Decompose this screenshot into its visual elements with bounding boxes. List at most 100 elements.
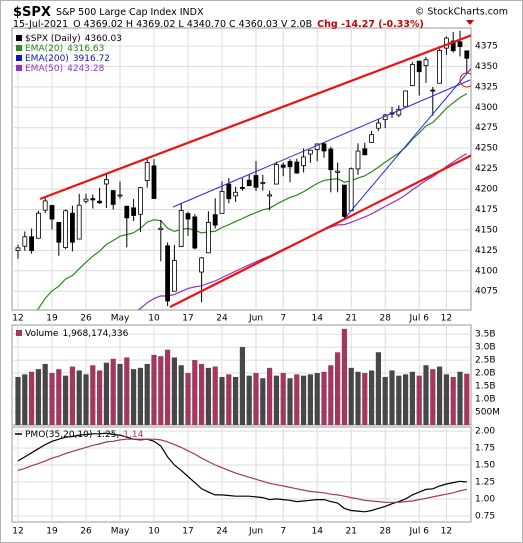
legend-name: PMO(35,20,10)	[25, 430, 92, 440]
volume-bar	[192, 360, 198, 425]
x-tick-label: 21	[345, 527, 356, 537]
volume-bar	[348, 367, 354, 425]
volume-bar	[355, 371, 361, 425]
legend-entry: EMA(50) 4243.28	[25, 64, 105, 74]
candle-body	[396, 108, 402, 116]
volume-bar	[29, 371, 35, 425]
volume-bar	[403, 374, 409, 425]
candle-body	[104, 179, 109, 185]
legend-value: 1.25,	[96, 430, 119, 440]
candle-body	[423, 59, 429, 66]
volume-bar	[341, 328, 347, 425]
legend-value: 4316.63	[67, 44, 104, 54]
legend-value: 3916.72	[73, 54, 110, 64]
candle-body	[375, 122, 381, 129]
candle-body	[63, 210, 68, 248]
y-tick-label: 3.5B	[475, 330, 496, 340]
x-tick-label: May	[111, 314, 130, 324]
volume-bar	[56, 369, 62, 425]
volume-bar	[90, 365, 96, 425]
legend-value: 4360.03	[85, 34, 122, 44]
volume-bar	[382, 376, 388, 425]
x-tick-label: 21	[345, 314, 356, 324]
volume-bar	[185, 373, 191, 425]
y-tick-label: 4225	[475, 164, 498, 174]
volume-bar	[15, 376, 21, 425]
ema-line	[137, 153, 468, 310]
candle-body	[56, 221, 62, 243]
candle-body	[464, 50, 470, 59]
y-tick-label: 4325	[475, 82, 498, 92]
legend-swatch	[16, 65, 22, 71]
x-tick-label: 10	[148, 314, 160, 324]
x-tick-label: 7	[280, 314, 286, 324]
candle-body	[124, 205, 130, 219]
volume-bar	[321, 371, 327, 425]
volume-bar	[233, 376, 239, 425]
x-tick-label: Jun	[248, 527, 263, 537]
y-tick-label: 2.00	[475, 427, 495, 437]
x-tick-label: Jun	[248, 314, 263, 324]
price-plot	[12, 28, 471, 310]
pmo-line	[17, 438, 467, 503]
volume-bar	[314, 373, 320, 425]
y-tick-label: 1.5B	[475, 382, 496, 392]
candle-body	[348, 168, 354, 212]
volume-bar	[110, 358, 116, 425]
volume-bar	[416, 375, 422, 425]
volume-bar	[205, 367, 211, 425]
y-tick-label: 1.0B	[475, 395, 496, 405]
candle-body	[328, 148, 334, 171]
legend-entry: $SPX (Daily) 4360.03	[25, 34, 122, 44]
candle-body	[457, 41, 463, 47]
legend-name: Volume	[25, 329, 59, 339]
volume-bar	[97, 370, 103, 425]
candle-body	[335, 170, 341, 173]
legend-entry: EMA(200) 3916.72	[25, 54, 110, 64]
volume-bar	[49, 373, 55, 425]
candle-body	[287, 160, 293, 168]
volume-bar	[294, 374, 300, 425]
candle-body	[76, 204, 82, 240]
x-tick-label: 24	[216, 314, 228, 324]
credit: © StockCharts.com	[415, 7, 508, 18]
candle-body	[253, 175, 259, 188]
x-tick-label: 17	[182, 314, 193, 324]
x-tick-label: May	[111, 527, 130, 537]
volume-bar	[63, 375, 69, 425]
volume-bar	[260, 378, 266, 425]
ema-line	[36, 93, 468, 310]
y-tick-label: 4100	[475, 266, 498, 276]
volume-bar	[443, 374, 449, 425]
legend-entry: PMO(35,20,10) 1.25, 1.14	[25, 430, 144, 440]
x-tick-label: 12	[441, 314, 452, 324]
volume-bar	[362, 373, 368, 425]
candle-body	[117, 194, 123, 197]
legend-value: 4243.28	[67, 64, 104, 74]
candle-body	[341, 184, 347, 217]
upper-channel-line	[39, 34, 471, 201]
candle-body	[151, 165, 157, 199]
candle-body	[131, 207, 137, 216]
legend-value: 1.14	[123, 430, 143, 440]
y-tick-label: 0.75	[475, 511, 495, 521]
x-tick-label: 24	[216, 527, 228, 537]
pmo-plot	[12, 427, 471, 522]
volume-bar	[199, 363, 205, 425]
x-tick-label: Jul 6	[408, 527, 429, 537]
legend-name: EMA(50)	[25, 64, 63, 74]
legend-swatch	[16, 35, 22, 41]
x-tick-label: 14	[311, 314, 323, 324]
legend-swatch	[16, 55, 22, 61]
x-tick-label: 19	[46, 314, 58, 324]
candle-body	[267, 194, 273, 197]
x-tick-label: 12	[12, 527, 23, 537]
volume-bar	[22, 374, 28, 425]
volume-bar	[450, 376, 456, 425]
y-tick-label: 4275	[475, 123, 498, 133]
y-tick-label: 4350	[475, 62, 498, 72]
candle-body	[137, 187, 143, 215]
volume-bar	[335, 352, 341, 425]
volume-bar	[389, 370, 395, 425]
volume-bar	[137, 367, 143, 425]
